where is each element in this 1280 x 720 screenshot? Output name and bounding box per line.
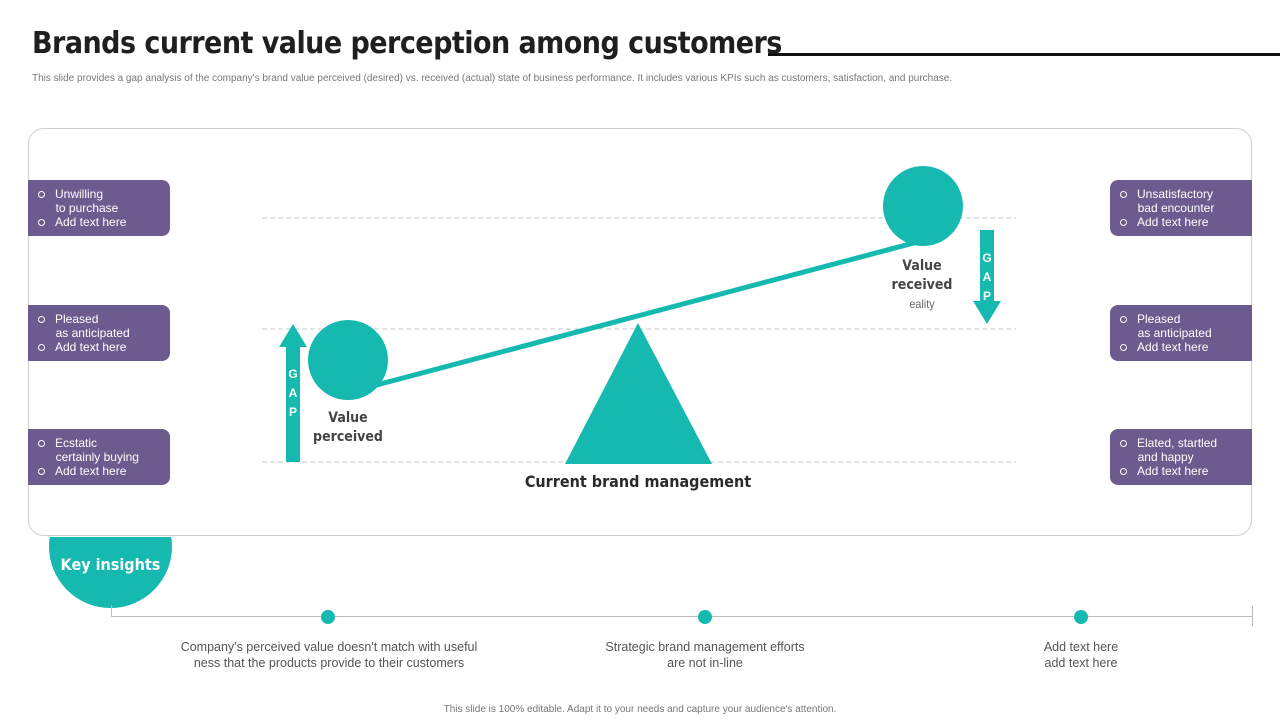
title-underline — [768, 53, 1280, 56]
kpi-line: Unsatisfactory — [1137, 187, 1214, 201]
label-line: received — [891, 277, 953, 293]
bullet-icon — [38, 219, 45, 226]
bullet-icon — [38, 191, 45, 198]
timeline-start-tick — [111, 605, 112, 617]
left-kpi-card-2: Pleased as anticipated Add text here — [28, 305, 170, 361]
bullet-icon — [1120, 219, 1127, 226]
kpi-line: to purchase — [55, 201, 119, 215]
label-line: Value — [902, 258, 942, 274]
fulcrum-label: Current brand management — [524, 472, 752, 491]
left-kpi-card-3: Ecstatic certainly buying Add text here — [28, 429, 170, 485]
value-received-circle — [883, 166, 963, 246]
bullet-icon — [38, 344, 45, 351]
page-title: Brands current value perception among cu… — [32, 26, 782, 61]
kpi-line: Add text here — [1137, 464, 1209, 478]
gap-letter-left: G — [288, 367, 298, 381]
bullet-icon — [1120, 344, 1127, 351]
gap-letter-left: P — [288, 405, 297, 419]
kpi-line: as anticipated — [55, 326, 130, 340]
bullet-icon — [38, 468, 45, 475]
label-line: Value — [328, 410, 368, 426]
label-line: perceived — [313, 429, 383, 445]
bullet-icon — [1120, 468, 1127, 475]
gap-letter-right: G — [982, 251, 992, 265]
insights-timeline — [111, 616, 1252, 617]
gap-letter-left: A — [288, 386, 298, 400]
kpi-line: as anticipated — [1137, 326, 1212, 340]
kpi-line: Add text here — [1137, 340, 1209, 354]
kpi-line: and happy — [1137, 450, 1194, 464]
seesaw-beam — [347, 237, 928, 395]
gap-arrow-down-icon — [973, 230, 1001, 324]
bullet-icon — [1120, 440, 1127, 447]
kpi-line: Ecstatic — [55, 436, 98, 450]
timeline-dot-1 — [321, 610, 335, 624]
gap-letter-right: A — [982, 270, 992, 284]
page-subtitle: This slide provides a gap analysis of th… — [32, 73, 953, 84]
insight-text-2: Strategic brand management efforts are n… — [605, 640, 805, 670]
right-kpi-card-2: Pleased as anticipated Add text here — [1110, 305, 1252, 361]
kpi-line: Add text here — [55, 464, 127, 478]
bullet-icon — [1120, 191, 1127, 198]
kpi-line: Pleased — [1137, 312, 1181, 326]
kpi-line: Pleased — [55, 312, 99, 326]
value-perceived-circle — [308, 320, 388, 400]
fulcrum-triangle — [565, 323, 712, 464]
kpi-line: certainly buying — [55, 450, 139, 464]
insight-text-1: Company's perceived value doesn't match … — [180, 640, 478, 670]
bullet-icon — [38, 316, 45, 323]
label-subtext: eality — [909, 297, 935, 311]
kpi-line: bad encounter — [1137, 201, 1215, 215]
timeline-dot-3 — [1074, 610, 1088, 624]
right-kpi-card-1: Unsatisfactory bad encounter Add text he… — [1110, 180, 1252, 236]
kpi-line: Add text here — [55, 340, 127, 354]
right-kpi-card-3: Elated, startled and happy Add text here — [1110, 429, 1252, 485]
gap-letter-right: P — [982, 289, 991, 303]
kpi-line: Add text here — [1137, 215, 1209, 229]
timeline-dot-2 — [698, 610, 712, 624]
kpi-line: Add text here — [55, 215, 127, 229]
bullet-icon — [38, 440, 45, 447]
gap-arrow-up-icon — [279, 324, 307, 462]
key-insights-title: Key insights — [60, 555, 161, 574]
insight-text-3: Add text here add text here — [1043, 640, 1119, 670]
bullet-icon — [1120, 316, 1127, 323]
kpi-line: Elated, startled — [1137, 436, 1218, 450]
value-received-label: Value received eality — [877, 257, 967, 314]
left-kpi-card-1: Unwilling to purchase Add text here — [28, 180, 170, 236]
footer-note: This slide is 100% editable. Adapt it to… — [443, 704, 837, 715]
kpi-line: Unwilling — [55, 187, 104, 201]
value-perceived-label: Value perceived — [303, 409, 393, 447]
timeline-end-tick — [1252, 606, 1253, 626]
